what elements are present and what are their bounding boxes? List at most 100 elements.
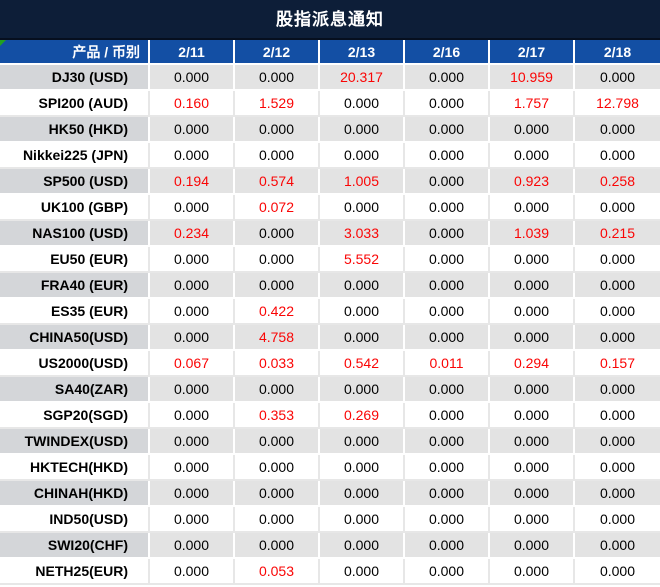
table-row: NETH25(EUR) 0.000 0.053 0.000 0.000 0.00… (0, 559, 660, 585)
value-cell: 0.000 (150, 325, 235, 351)
value-cell: 0.000 (320, 325, 405, 351)
value-cell: 0.000 (490, 507, 575, 533)
product-cell: HKTECH(HKD) (0, 455, 150, 481)
value-cell: 0.033 (235, 351, 320, 377)
value-cell: 0.000 (575, 195, 660, 221)
value-cell: 0.923 (490, 169, 575, 195)
value-cell: 0.000 (235, 247, 320, 273)
product-cell: HK50 (HKD) (0, 117, 150, 143)
value-cell: 0.000 (490, 377, 575, 403)
value-cell: 0.000 (575, 299, 660, 325)
value-cell: 0.000 (490, 429, 575, 455)
value-cell: 0.000 (490, 533, 575, 559)
value-cell: 0.053 (235, 559, 320, 585)
value-cell: 0.000 (320, 143, 405, 169)
value-cell: 0.000 (405, 221, 490, 247)
value-cell: 0.000 (490, 559, 575, 585)
value-cell: 0.000 (405, 169, 490, 195)
product-cell: SGP20(SGD) (0, 403, 150, 429)
value-cell: 0.000 (150, 377, 235, 403)
value-cell: 5.552 (320, 247, 405, 273)
value-cell: 0.000 (150, 195, 235, 221)
value-cell: 0.000 (575, 455, 660, 481)
value-cell: 0.000 (150, 143, 235, 169)
value-cell: 0.000 (235, 533, 320, 559)
value-cell: 12.798 (575, 91, 660, 117)
value-cell: 0.000 (150, 507, 235, 533)
value-cell: 0.011 (405, 351, 490, 377)
value-cell: 0.269 (320, 403, 405, 429)
value-cell: 4.758 (235, 325, 320, 351)
date-column-header: 2/18 (575, 40, 660, 65)
value-cell: 0.000 (575, 143, 660, 169)
table-row: DJ30 (USD) 0.000 0.000 20.317 0.000 10.9… (0, 65, 660, 91)
value-cell: 0.000 (405, 481, 490, 507)
value-cell: 0.000 (405, 403, 490, 429)
value-cell: 0.000 (490, 117, 575, 143)
value-cell: 0.000 (320, 377, 405, 403)
value-cell: 0.000 (150, 559, 235, 585)
table-row: SA40(ZAR) 0.000 0.000 0.000 0.000 0.000 … (0, 377, 660, 403)
value-cell: 0.000 (575, 533, 660, 559)
value-cell: 0.000 (575, 325, 660, 351)
value-cell: 1.039 (490, 221, 575, 247)
table-row: EU50 (EUR) 0.000 0.000 5.552 0.000 0.000… (0, 247, 660, 273)
date-column-header: 2/16 (405, 40, 490, 65)
value-cell: 0.000 (405, 247, 490, 273)
value-cell: 0.000 (150, 247, 235, 273)
value-cell: 0.000 (405, 533, 490, 559)
value-cell: 0.234 (150, 221, 235, 247)
value-cell: 0.000 (575, 377, 660, 403)
value-cell: 0.000 (235, 429, 320, 455)
value-cell: 0.574 (235, 169, 320, 195)
value-cell: 0.072 (235, 195, 320, 221)
page-title: 股指派息通知 (0, 0, 660, 40)
date-column-header: 2/12 (235, 40, 320, 65)
value-cell: 0.000 (320, 273, 405, 299)
value-cell: 0.000 (320, 455, 405, 481)
value-cell: 0.000 (405, 455, 490, 481)
value-cell: 0.000 (405, 325, 490, 351)
value-cell: 0.000 (490, 403, 575, 429)
table-row: ES35 (EUR) 0.000 0.422 0.000 0.000 0.000… (0, 299, 660, 325)
value-cell: 0.000 (150, 429, 235, 455)
product-cell: SA40(ZAR) (0, 377, 150, 403)
value-cell: 0.000 (150, 117, 235, 143)
value-cell: 0.000 (575, 559, 660, 585)
table-row: HKTECH(HKD) 0.000 0.000 0.000 0.000 0.00… (0, 455, 660, 481)
value-cell: 1.529 (235, 91, 320, 117)
value-cell: 0.353 (235, 403, 320, 429)
value-cell: 0.000 (575, 65, 660, 91)
value-cell: 0.000 (405, 91, 490, 117)
product-cell: SP500 (USD) (0, 169, 150, 195)
value-cell: 0.000 (235, 455, 320, 481)
table-row: SPI200 (AUD) 0.160 1.529 0.000 0.000 1.7… (0, 91, 660, 117)
date-column-header: 2/13 (320, 40, 405, 65)
table-row: US2000(USD) 0.067 0.033 0.542 0.011 0.29… (0, 351, 660, 377)
value-cell: 0.294 (490, 351, 575, 377)
value-cell: 0.000 (490, 481, 575, 507)
value-cell: 0.000 (150, 65, 235, 91)
value-cell: 0.000 (490, 247, 575, 273)
value-cell: 0.000 (320, 195, 405, 221)
product-cell: US2000(USD) (0, 351, 150, 377)
value-cell: 0.000 (575, 429, 660, 455)
value-cell: 0.000 (405, 273, 490, 299)
product-cell: FRA40 (EUR) (0, 273, 150, 299)
value-cell: 0.000 (150, 299, 235, 325)
table-row: CHINA50(USD) 0.000 4.758 0.000 0.000 0.0… (0, 325, 660, 351)
value-cell: 0.000 (405, 143, 490, 169)
table-row: FRA40 (EUR) 0.000 0.000 0.000 0.000 0.00… (0, 273, 660, 299)
value-cell: 0.258 (575, 169, 660, 195)
value-cell: 0.000 (235, 481, 320, 507)
value-cell: 0.000 (235, 273, 320, 299)
table-row: UK100 (GBP) 0.000 0.072 0.000 0.000 0.00… (0, 195, 660, 221)
value-cell: 0.000 (150, 533, 235, 559)
date-column-header: 2/17 (490, 40, 575, 65)
product-cell: Nikkei225 (JPN) (0, 143, 150, 169)
product-cell: CHINA50(USD) (0, 325, 150, 351)
value-cell: 0.000 (490, 273, 575, 299)
value-cell: 0.000 (320, 507, 405, 533)
value-cell: 0.000 (320, 481, 405, 507)
